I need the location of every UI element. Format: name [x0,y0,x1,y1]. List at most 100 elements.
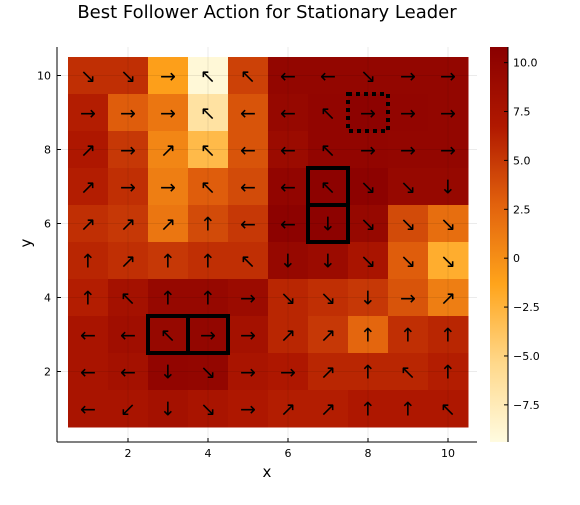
arrow-glyph: ↖ [200,140,216,162]
heatmap-cell [308,316,349,354]
arrow-glyph: ← [240,214,256,236]
heatmap-cell [228,279,269,317]
arrow-glyph: ↖ [200,103,216,125]
arrow-glyph: ↗ [320,325,336,347]
arrow-glyph: ↗ [440,288,456,310]
arrow-glyph: ← [280,140,296,162]
arrow-glyph: → [120,140,136,162]
arrow-glyph: ← [240,177,256,199]
heatmap-cell [268,57,309,95]
heatmap-cell [388,279,429,317]
arrow-glyph: ↘ [80,66,96,88]
arrow-glyph: ↘ [360,177,376,199]
arrow-glyph: ↑ [360,325,376,347]
heatmap-cell [308,205,349,243]
heatmap-cell [268,279,309,317]
heatmap-cell [68,390,109,428]
heatmap-cell [148,279,189,317]
axes: 2 4 6 8 10 2 4 6 8 10 [37,47,477,460]
heatmap-cell [308,94,349,132]
arrow-glyph: → [240,399,256,421]
heatmap-cell [308,390,349,428]
heatmap-cell [228,131,269,169]
heatmap-cell [108,131,149,169]
heatmap-cell [228,316,269,354]
arrow-glyph: ↘ [360,251,376,273]
arrow-glyph: ← [280,103,296,125]
heatmap-cell [428,168,469,206]
heatmap-cell [428,242,469,280]
x-tick-label: 10 [441,447,455,460]
heatmap-cell [108,205,149,243]
arrow-glyph: ↘ [360,66,376,88]
heatmap-cell [268,205,309,243]
arrow-glyph: ← [280,214,296,236]
arrow-glyph: ↙ [120,399,136,421]
arrow-glyph: → [280,362,296,384]
heatmap-cell [228,205,269,243]
arrow-glyph: ↘ [360,214,376,236]
heatmap-cell [108,279,149,317]
heatmap-cell [388,316,429,354]
heatmap-cell [308,131,349,169]
heatmap-cell [348,168,389,206]
heatmap-cell [428,316,469,354]
arrow-glyph: ↓ [440,177,456,199]
arrow-glyph: ↑ [200,214,216,236]
heatmap-cell [228,168,269,206]
arrow-glyph: ← [120,325,136,347]
arrow-glyph: ↘ [200,362,216,384]
arrow-glyphs: ↘ ↘ → ↖ ↖ ← ← ↘ → → → → → ↖ ← ← ↖ → → → ↗ → ↗ ↖ ← ← ↖ → → → ↗ → → ↖ ← ← ↖ ↘ ↘ ↓… [80,66,456,421]
arrow-glyph: ↖ [240,66,256,88]
colorbar-tick-label: 10.0 [513,57,538,70]
heatmap-cell [388,57,429,95]
heatmap-cell [348,390,389,428]
heatmap-cell [188,353,229,391]
heatmap-cell [388,242,429,280]
arrow-glyph: ← [240,140,256,162]
y-tick-label: 6 [44,218,51,231]
arrow-glyph: ↓ [160,362,176,384]
heatmap-cell [68,57,109,95]
arrow-glyph: ↘ [120,66,136,88]
arrow-glyph: ↘ [440,251,456,273]
arrow-glyph: ↓ [320,214,336,236]
arrow-glyph: ↗ [120,214,136,236]
heatmap-cell [108,168,149,206]
arrow-glyph: ↗ [160,214,176,236]
colorbar-tick-label: 5.0 [513,154,531,167]
arrow-glyph: ↖ [440,399,456,421]
arrow-glyph: → [200,325,216,347]
heatmap-cell [188,94,229,132]
arrow-glyph: ↖ [240,251,256,273]
arrow-glyph: ↖ [200,177,216,199]
heatmap-cell [308,279,349,317]
arrow-glyph: ↗ [280,325,296,347]
arrow-glyph: ← [80,325,96,347]
heatmap-cell [268,390,309,428]
heatmap-cell [188,205,229,243]
heatmap-cell [308,57,349,95]
highlight-boxes [146,92,390,355]
heatmap-cell [68,353,109,391]
arrow-glyph: ↑ [80,288,96,310]
heatmap-cell [108,57,149,95]
arrow-glyph: → [160,177,176,199]
x-tick-label: 8 [365,447,372,460]
arrow-glyph: → [240,288,256,310]
heatmap-cell [228,353,269,391]
heatmap-cell [68,242,109,280]
heatmap-cell [268,131,309,169]
heatmap-cell [148,390,189,428]
arrow-glyph: ↗ [280,399,296,421]
heatmap-cell [388,205,429,243]
solid-highlight-box [306,166,350,207]
chart-title: Best Follower Action for Stationary Lead… [77,2,457,23]
arrow-glyph: ↑ [440,362,456,384]
arrow-glyph: ↘ [280,288,296,310]
arrow-glyph: ↑ [80,251,96,273]
heatmap-cell [348,242,389,280]
arrow-glyph: → [440,103,456,125]
arrow-glyph: → [120,103,136,125]
